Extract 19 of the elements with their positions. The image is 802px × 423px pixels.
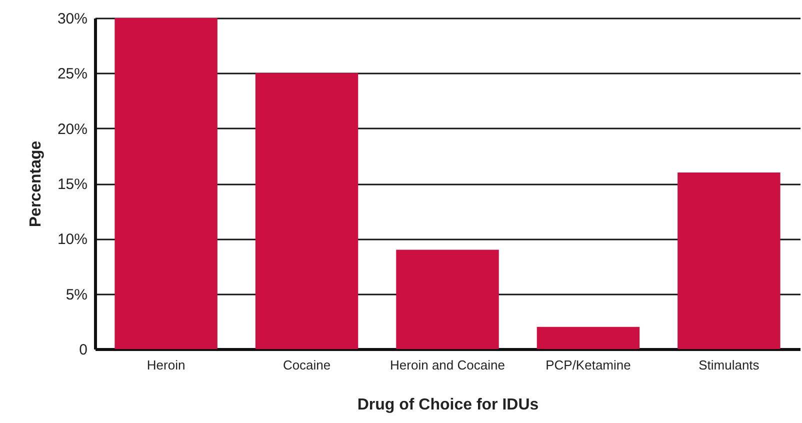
bar: [536, 326, 640, 349]
bar: [255, 73, 358, 349]
bar: [396, 250, 499, 349]
x-tick-label: PCP/Ketamine: [546, 358, 631, 372]
y-tick-label: 10%: [57, 231, 88, 248]
bar: [114, 18, 218, 349]
bar: [678, 172, 780, 349]
x-tick-label: Cocaine: [282, 358, 331, 372]
y-tick-label: 30%: [57, 10, 88, 28]
y-axis-title: Percentage: [27, 140, 44, 228]
x-tick-label: Stimulants: [698, 358, 760, 372]
y-tick-label: 25%: [57, 66, 88, 83]
y-tick-label: 0: [79, 342, 88, 358]
y-tick-label: 5%: [66, 286, 88, 304]
y-tick-label: 15%: [57, 176, 88, 193]
x-axis-title: Drug of Choice for IDUs: [357, 396, 539, 414]
x-tick-label: Heroin and Cocaine: [390, 358, 505, 372]
y-tick-label: 20%: [57, 120, 88, 138]
x-tick-label: Heroin: [146, 358, 186, 372]
